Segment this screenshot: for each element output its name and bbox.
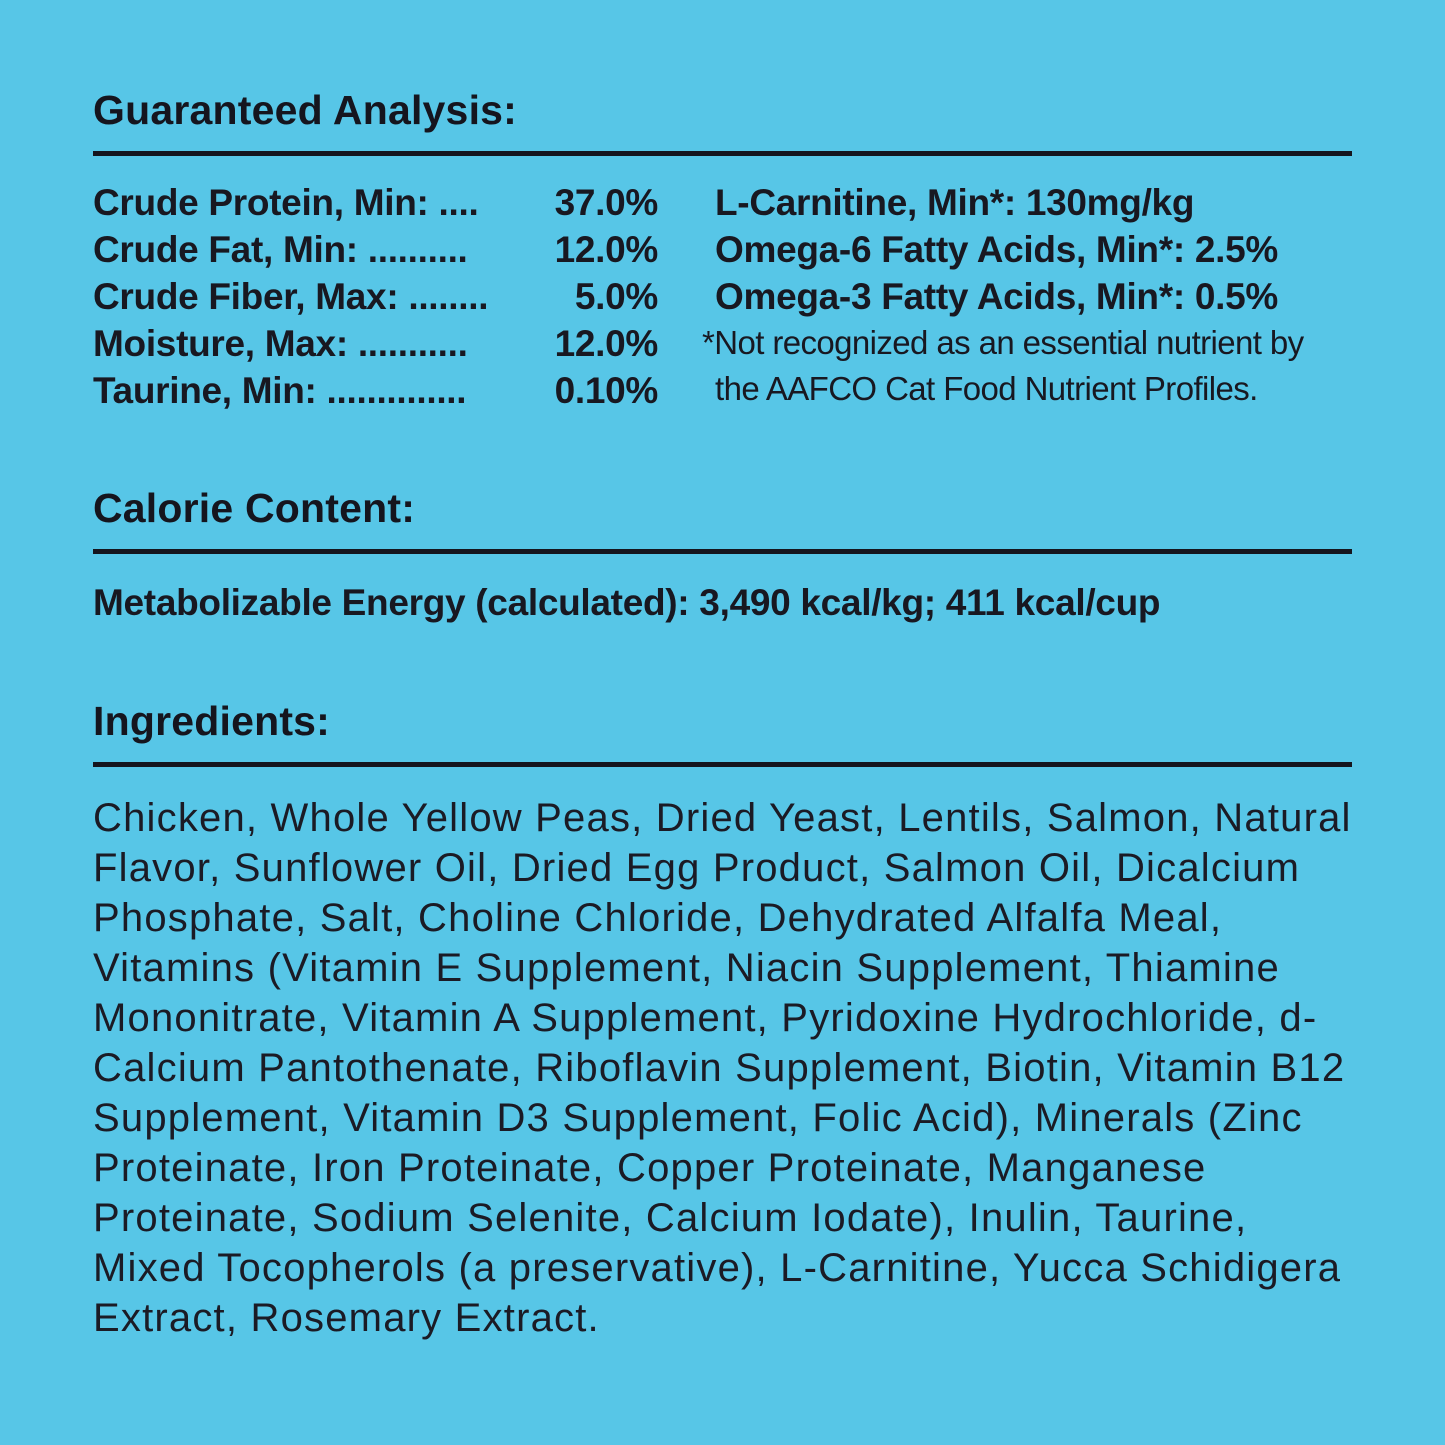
nutrient-value: 37.0% xyxy=(554,182,659,223)
section-divider xyxy=(93,549,1352,554)
guaranteed-analysis-table: Crude Protein, Min: .... 37.0% Crude Fat… xyxy=(93,179,1352,414)
calorie-content-section: Calorie Content: Metabolizable Energy (c… xyxy=(93,485,1352,626)
nutrient-value: 0.10% xyxy=(554,370,659,411)
metabolizable-energy-line: Metabolizable Energy (calculated): 3,490… xyxy=(93,582,1161,623)
guaranteed-analysis-title: Guaranteed Analysis: xyxy=(93,87,518,133)
nutrient-row-crude-fiber: Crude Fiber, Max: ........ 5.0% xyxy=(93,273,658,320)
guaranteed-analysis-left-column: Crude Protein, Min: .... 37.0% Crude Fat… xyxy=(93,179,658,414)
nutrient-row-omega-3: Omega-3 Fatty Acids, Min*: 0.5% xyxy=(715,276,1278,317)
nutrient-row-l-carnitine: L-Carnitine, Min*: 130mg/kg xyxy=(715,182,1195,223)
ingredients-list: Chicken, Whole Yellow Peas, Dried Yeast,… xyxy=(93,796,1352,1340)
nutrient-label: Taurine, Min: .............. xyxy=(93,370,467,411)
nutrient-row-taurine: Taurine, Min: .............. 0.10% xyxy=(93,367,658,414)
section-divider xyxy=(93,151,1352,156)
nutrient-row-crude-protein: Crude Protein, Min: .... 37.0% xyxy=(93,179,658,226)
aafco-footnote: *Not recognized as an essential nutrient… xyxy=(702,320,1352,412)
nutrient-value: 5.0% xyxy=(574,276,658,317)
nutrient-label: Moisture, Max: ........... xyxy=(93,323,468,364)
guaranteed-analysis-right-column: L-Carnitine, Min*: 130mg/kg Omega-6 Fatt… xyxy=(702,179,1352,414)
nutrient-label: Crude Protein, Min: .... xyxy=(93,182,479,223)
nutrient-label: Crude Fat, Min: .......... xyxy=(93,229,468,270)
footnote-line: *Not recognized as an essential nutrient… xyxy=(702,324,1304,361)
ingredients-title: Ingredients: xyxy=(93,698,331,744)
nutrient-value: 12.0% xyxy=(554,229,659,270)
section-divider xyxy=(93,762,1352,767)
nutrient-label: Crude Fiber, Max: ........ xyxy=(93,276,489,317)
nutrient-row-moisture: Moisture, Max: ........... 12.0% xyxy=(93,320,658,367)
guaranteed-analysis-section: Guaranteed Analysis: Crude Protein, Min:… xyxy=(93,87,1352,414)
nutrient-row-omega-6: Omega-6 Fatty Acids, Min*: 2.5% xyxy=(715,229,1278,270)
nutrient-value: 12.0% xyxy=(554,323,659,364)
footnote-line: the AAFCO Cat Food Nutrient Profiles. xyxy=(715,370,1258,407)
ingredients-section: Ingredients: Chicken, Whole Yellow Peas,… xyxy=(93,698,1352,1343)
calorie-content-title: Calorie Content: xyxy=(93,485,416,531)
nutrient-row-crude-fat: Crude Fat, Min: .......... 12.0% xyxy=(93,226,658,273)
